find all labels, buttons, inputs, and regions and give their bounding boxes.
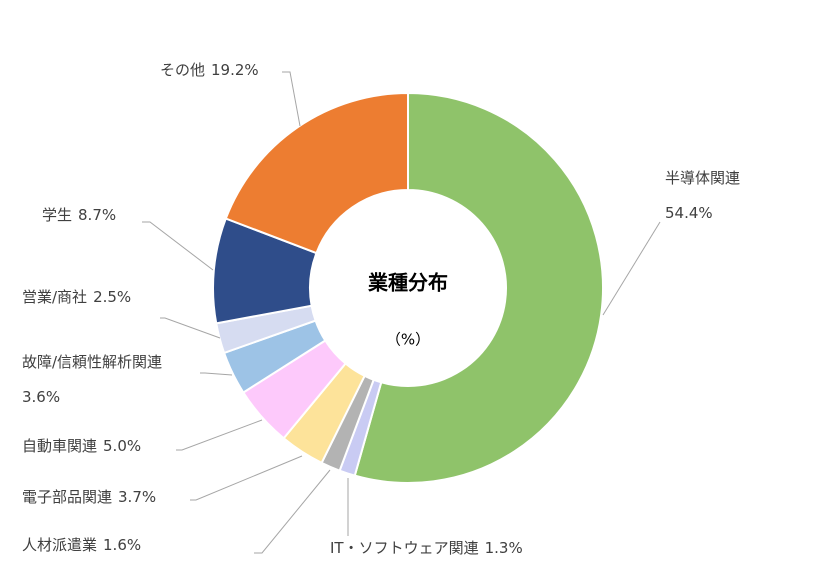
data-label: 営業/商社 2.5%: [22, 288, 131, 306]
label-value: 3.7%: [118, 488, 156, 506]
label-category: その他: [160, 61, 205, 79]
slice: [224, 91, 409, 255]
label-category: 自動車関連: [22, 437, 97, 455]
chart-title: 業種分布: [368, 271, 448, 295]
leader-line: [282, 71, 301, 127]
leader-line: [190, 455, 303, 501]
leader-line: [176, 419, 263, 451]
chart-subtitle: （%）: [386, 331, 430, 349]
label-value: 1.6%: [103, 536, 141, 554]
leader-line: [602, 221, 661, 316]
label-category: 電子部品関連: [22, 488, 112, 506]
label-value: 3.6%: [22, 388, 60, 406]
label-value: 8.7%: [78, 206, 116, 224]
data-label: 自動車関連 5.0%: [22, 437, 141, 455]
data-label: 半導体関連 54.4%: [665, 169, 740, 222]
data-label: 学生 8.7%: [42, 206, 116, 224]
label-value: 54.4%: [665, 204, 713, 222]
label-category: 学生: [42, 206, 72, 224]
leader-line: [254, 469, 331, 554]
leader-line: [160, 317, 221, 339]
label-category: 営業/商社: [22, 288, 87, 306]
data-label: 電子部品関連 3.7%: [22, 488, 156, 506]
label-value: 2.5%: [93, 288, 131, 306]
label-value: 19.2%: [211, 61, 259, 79]
data-label: その他 19.2%: [160, 61, 259, 79]
leader-line: [142, 221, 214, 271]
slice: [353, 91, 604, 484]
label-value: 1.3%: [485, 539, 523, 557]
label-category: IT・ソフトウェア関連: [330, 539, 479, 557]
data-label: 故障/信頼性解析関連 3.6%: [22, 353, 162, 406]
label-category: 故障/信頼性解析関連: [22, 353, 162, 371]
label-value: 5.0%: [103, 437, 141, 455]
leader-line: [200, 372, 233, 376]
data-label: 人材派遣業 1.6%: [22, 536, 141, 554]
data-label: IT・ソフトウェア関連 1.3%: [330, 539, 523, 557]
slices: [212, 91, 604, 484]
label-category: 人材派遣業: [22, 536, 97, 554]
label-category: 半導体関連: [665, 169, 740, 187]
